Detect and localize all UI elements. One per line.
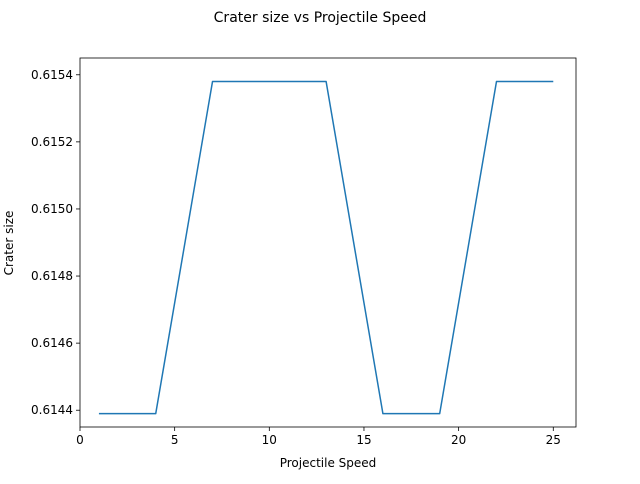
y-tick-label: 0.6144 <box>31 403 73 417</box>
x-tick-label: 5 <box>171 433 179 447</box>
series-layer <box>98 80 554 415</box>
x-tick-label: 0 <box>76 433 84 447</box>
x-axis-label: Projectile Speed <box>280 456 377 470</box>
series-line <box>98 80 554 415</box>
y-axis-ticks: 0.6144 0.6146 0.6148 0.6150 0.6152 0.6154 <box>31 68 80 417</box>
x-axis-ticks: 0 5 10 15 20 25 <box>76 427 561 447</box>
plot-frame <box>79 57 577 428</box>
y-tick-label: 0.6150 <box>31 202 73 216</box>
chart-title: Crater size vs Projectile Speed <box>214 10 427 26</box>
x-tick-label: 25 <box>546 433 561 447</box>
y-tick-label: 0.6148 <box>31 269 73 283</box>
y-tick-label: 0.6154 <box>31 68 73 82</box>
y-tick-label: 0.6152 <box>31 135 73 149</box>
x-tick-label: 10 <box>262 433 277 447</box>
y-axis-label: Crater size <box>2 211 16 276</box>
y-tick-label: 0.6146 <box>31 336 73 350</box>
plot-area <box>79 57 577 428</box>
x-tick-label: 15 <box>356 433 371 447</box>
x-tick-label: 20 <box>451 433 466 447</box>
